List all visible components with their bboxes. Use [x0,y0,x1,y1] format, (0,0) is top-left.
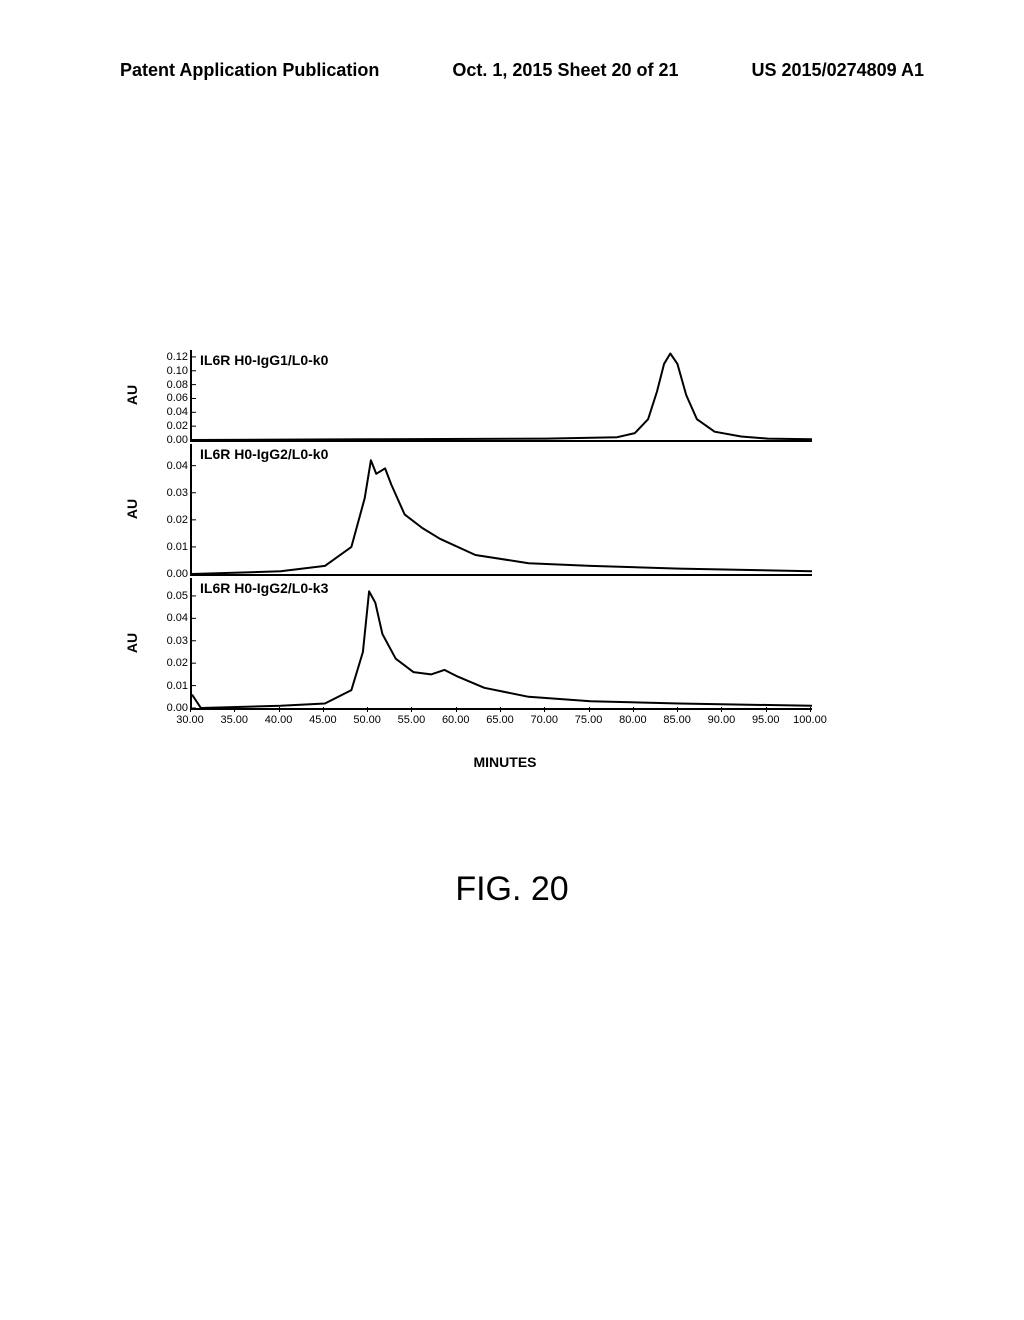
y-axis-label: AU [124,385,140,405]
x-tick: 100.00 [793,714,827,726]
x-tick-mark [589,707,590,712]
x-tick: 40.00 [265,714,293,726]
x-tick-mark [411,707,412,712]
x-tick-mark [367,707,368,712]
y-tick: 0.10 [167,365,188,377]
x-axis-label: MINUTES [190,754,820,770]
y-axis-label: AU [124,499,140,519]
figure-caption: FIG. 20 [0,870,1024,909]
y-ticks: 0.000.010.020.030.04 [148,444,188,574]
chart-panel-2: IL6R H0-IgG2/L0-k3AU0.000.010.020.030.04… [140,578,820,708]
x-tick: 75.00 [575,714,603,726]
x-tick: 65.00 [486,714,514,726]
x-axis: 30.0035.0040.0045.0050.0055.0060.0065.00… [190,712,810,732]
x-tick-mark [544,707,545,712]
y-tick: 0.02 [167,420,188,432]
curve-svg [192,578,812,708]
x-tick-mark [766,707,767,712]
x-tick: 85.00 [663,714,691,726]
x-tick: 55.00 [398,714,426,726]
y-tick: 0.02 [167,657,188,669]
x-tick-mark [500,707,501,712]
x-tick-mark [677,707,678,712]
panel-title: IL6R H0-IgG2/L0-k3 [200,580,328,596]
y-axis-label: AU [124,633,140,653]
x-tick: 70.00 [531,714,559,726]
x-tick: 80.00 [619,714,647,726]
y-ticks: 0.000.010.020.030.040.05 [148,578,188,708]
y-ticks: 0.000.020.040.060.080.100.12 [148,350,188,440]
x-tick-mark [721,707,722,712]
x-tick: 45.00 [309,714,337,726]
y-tick: 0.06 [167,392,188,404]
x-tick-mark [456,707,457,712]
y-tick: 0.12 [167,351,188,363]
panel-title: IL6R H0-IgG1/L0-k0 [200,352,328,368]
curve-svg [192,444,812,574]
plot-area [190,578,812,710]
y-tick: 0.01 [167,680,188,692]
plot-area [190,444,812,576]
y-tick: 0.04 [167,460,188,472]
y-tick: 0.08 [167,379,188,391]
y-tick: 0.05 [167,590,188,602]
chart-panel-1: IL6R H0-IgG2/L0-k0AU0.000.010.020.030.04 [140,444,820,574]
y-tick: 0.04 [167,612,188,624]
header-center: Oct. 1, 2015 Sheet 20 of 21 [452,60,678,81]
x-tick: 90.00 [708,714,736,726]
header-right: US 2015/0274809 A1 [752,60,924,81]
y-tick: 0.03 [167,487,188,499]
x-tick-mark [234,707,235,712]
x-tick: 35.00 [221,714,249,726]
curve-line [192,460,812,574]
y-tick: 0.04 [167,406,188,418]
panel-title: IL6R H0-IgG2/L0-k0 [200,446,328,462]
x-tick-mark [810,707,811,712]
x-tick: 30.00 [176,714,204,726]
x-tick-mark [323,707,324,712]
y-tick: 0.00 [167,702,188,714]
y-tick: 0.02 [167,514,188,526]
x-tick-mark [633,707,634,712]
x-tick: 60.00 [442,714,470,726]
header-left: Patent Application Publication [120,60,379,81]
x-tick-mark [190,707,191,712]
chart-panels: IL6R H0-IgG1/L0-k0AU0.000.020.040.060.08… [140,350,820,708]
figure-20: IL6R H0-IgG1/L0-k0AU0.000.020.040.060.08… [140,350,820,770]
y-tick: 0.03 [167,635,188,647]
curve-line [192,591,812,708]
page-header: Patent Application Publication Oct. 1, 2… [0,0,1024,81]
x-tick-mark [279,707,280,712]
x-tick: 50.00 [353,714,381,726]
x-tick: 95.00 [752,714,780,726]
chart-panel-0: IL6R H0-IgG1/L0-k0AU0.000.020.040.060.08… [140,350,820,440]
y-tick: 0.01 [167,541,188,553]
